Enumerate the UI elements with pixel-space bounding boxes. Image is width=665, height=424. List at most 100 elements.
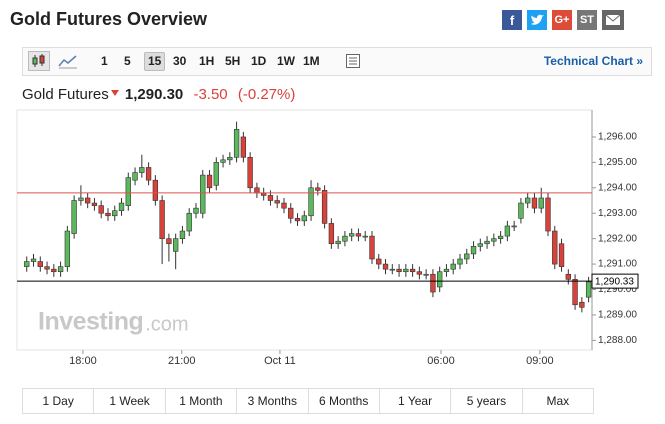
price-label-box	[591, 273, 639, 289]
candle-body	[281, 202, 287, 209]
candle-body	[267, 195, 274, 201]
email-share[interactable]	[602, 10, 624, 30]
range-button[interactable]: 6 Months	[309, 389, 380, 413]
candle-body	[173, 238, 179, 252]
y-tick-label: 1,295.00	[598, 157, 637, 168]
interval-button[interactable]: 1W	[277, 54, 295, 68]
plot-frame	[16, 109, 593, 351]
candle-body	[125, 177, 131, 206]
candle-body	[342, 235, 348, 242]
candle-body	[240, 136, 247, 158]
candle-body	[84, 197, 91, 204]
range-button[interactable]: Max	[546, 394, 570, 408]
candle-body	[497, 235, 504, 239]
candle-body	[437, 271, 443, 288]
y-tick-label: 1,293.00	[598, 208, 637, 219]
candle-body	[118, 202, 125, 211]
settings-button[interactable]	[345, 53, 361, 69]
candle-body	[362, 235, 368, 238]
x-tick-label: 06:00	[427, 355, 455, 367]
candle-body	[491, 238, 497, 242]
candle-body	[159, 200, 165, 239]
facebook-share[interactable]: f	[502, 10, 522, 30]
candle-body	[206, 174, 213, 189]
candle-body	[227, 156, 233, 161]
candle-body	[64, 230, 71, 267]
y-tick-label: 1,289.00	[598, 310, 637, 321]
price-change: -3.50	[193, 86, 228, 103]
watermark-suffix: .com	[145, 313, 188, 335]
candle-body	[139, 167, 145, 173]
range-button[interactable]: 1 Year	[380, 389, 452, 413]
interval-button[interactable]: 5H	[225, 54, 241, 68]
quote-row: Gold Futures 1,290.30 -3.50 (-0.27%)	[22, 86, 301, 103]
interval-button[interactable]: 5	[124, 54, 131, 68]
technical-chart-link[interactable]: Technical Chart »	[543, 54, 643, 68]
range-button[interactable]: 3 Months	[237, 389, 309, 413]
candle-body	[186, 212, 192, 232]
candle-body	[328, 223, 335, 245]
interval-button[interactable]: 1	[101, 54, 108, 68]
candle-body	[152, 179, 159, 201]
candle-body	[132, 172, 138, 181]
range-button[interactable]: 1 Day	[23, 389, 95, 413]
range-button[interactable]: 1 Month	[166, 389, 238, 413]
candle-body	[511, 225, 517, 228]
range-bar: 1 Day 1 Week 1 Month 3 Months 6 Months 1 Year…	[22, 388, 594, 414]
x-tick-label: 21:00	[168, 355, 196, 367]
candle-body	[477, 243, 483, 247]
y-tick-label: 1,291.00	[598, 259, 637, 270]
candle-body	[531, 197, 538, 209]
candle-body	[247, 156, 253, 189]
candle-body	[572, 279, 578, 306]
line-chart-button[interactable]	[57, 51, 79, 71]
candle-body	[44, 266, 50, 270]
y-tick-label: 1,296.00	[598, 132, 637, 143]
candle-body	[294, 218, 301, 222]
google-share[interactable]: G+	[552, 10, 572, 30]
candle-body	[315, 187, 321, 191]
candle-body	[274, 200, 280, 204]
x-tick-label: 09:00	[526, 355, 554, 367]
interval-button[interactable]: 1M	[303, 54, 320, 68]
interval-button[interactable]: 1D	[251, 54, 267, 68]
candle-body	[24, 261, 30, 267]
candle-chart-button[interactable]	[28, 51, 50, 71]
candle-body	[409, 268, 416, 273]
candle-body	[57, 266, 64, 273]
candle-body	[308, 187, 314, 217]
range-button[interactable]: 5 years	[451, 389, 523, 413]
interval-button[interactable]: 1H	[199, 54, 215, 68]
y-tick-label: 1,290.00	[598, 284, 637, 295]
candle-body	[179, 230, 186, 239]
candle-body	[91, 202, 98, 206]
candle-body	[37, 261, 43, 267]
range-button[interactable]: 1 Week	[94, 389, 166, 413]
candle-body	[552, 230, 558, 265]
candle-body	[220, 159, 226, 163]
candle-body	[389, 268, 395, 271]
stumble-share[interactable]: ST	[577, 10, 597, 30]
last-price: 1,290.30	[124, 86, 184, 103]
candle-body	[538, 197, 544, 209]
candle-body	[579, 301, 585, 308]
candle-body	[416, 271, 423, 275]
y-tick-label: 1,292.00	[598, 233, 637, 244]
down-arrow	[110, 90, 119, 96]
candle-body	[470, 245, 477, 255]
candle-body	[321, 190, 328, 224]
candle-body	[403, 268, 409, 273]
candle-body	[98, 205, 104, 214]
x-tick-label: 18:00	[69, 355, 97, 367]
interval-button[interactable]: 15	[144, 52, 166, 71]
candle-body	[30, 258, 37, 262]
candle-body	[112, 210, 118, 217]
page-title: Gold Futures Overview	[10, 9, 208, 29]
interval-button[interactable]: 30	[173, 54, 187, 68]
candle-body	[558, 243, 565, 267]
candle-body	[376, 258, 382, 265]
candle-body	[301, 215, 307, 222]
twitter-share[interactable]	[527, 10, 547, 30]
candle-body	[335, 240, 341, 245]
